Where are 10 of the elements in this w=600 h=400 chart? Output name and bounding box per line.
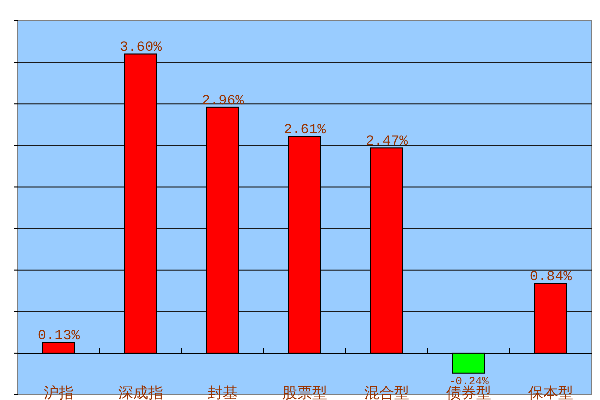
x-tick-label: 封基: [208, 385, 238, 400]
data-label: 2.61%: [284, 122, 327, 139]
x-tick-label: 股票型: [282, 385, 328, 400]
x-tick-label: 深成指: [118, 385, 164, 400]
x-tick-label: 保本型: [528, 385, 574, 400]
x-tick-label: 沪指: [44, 385, 74, 400]
data-label: 0.84%: [530, 270, 573, 286]
data-label: 3.60%: [120, 40, 163, 56]
data-label: 0.13%: [38, 328, 81, 345]
x-tick-label: 混合型: [364, 385, 410, 400]
